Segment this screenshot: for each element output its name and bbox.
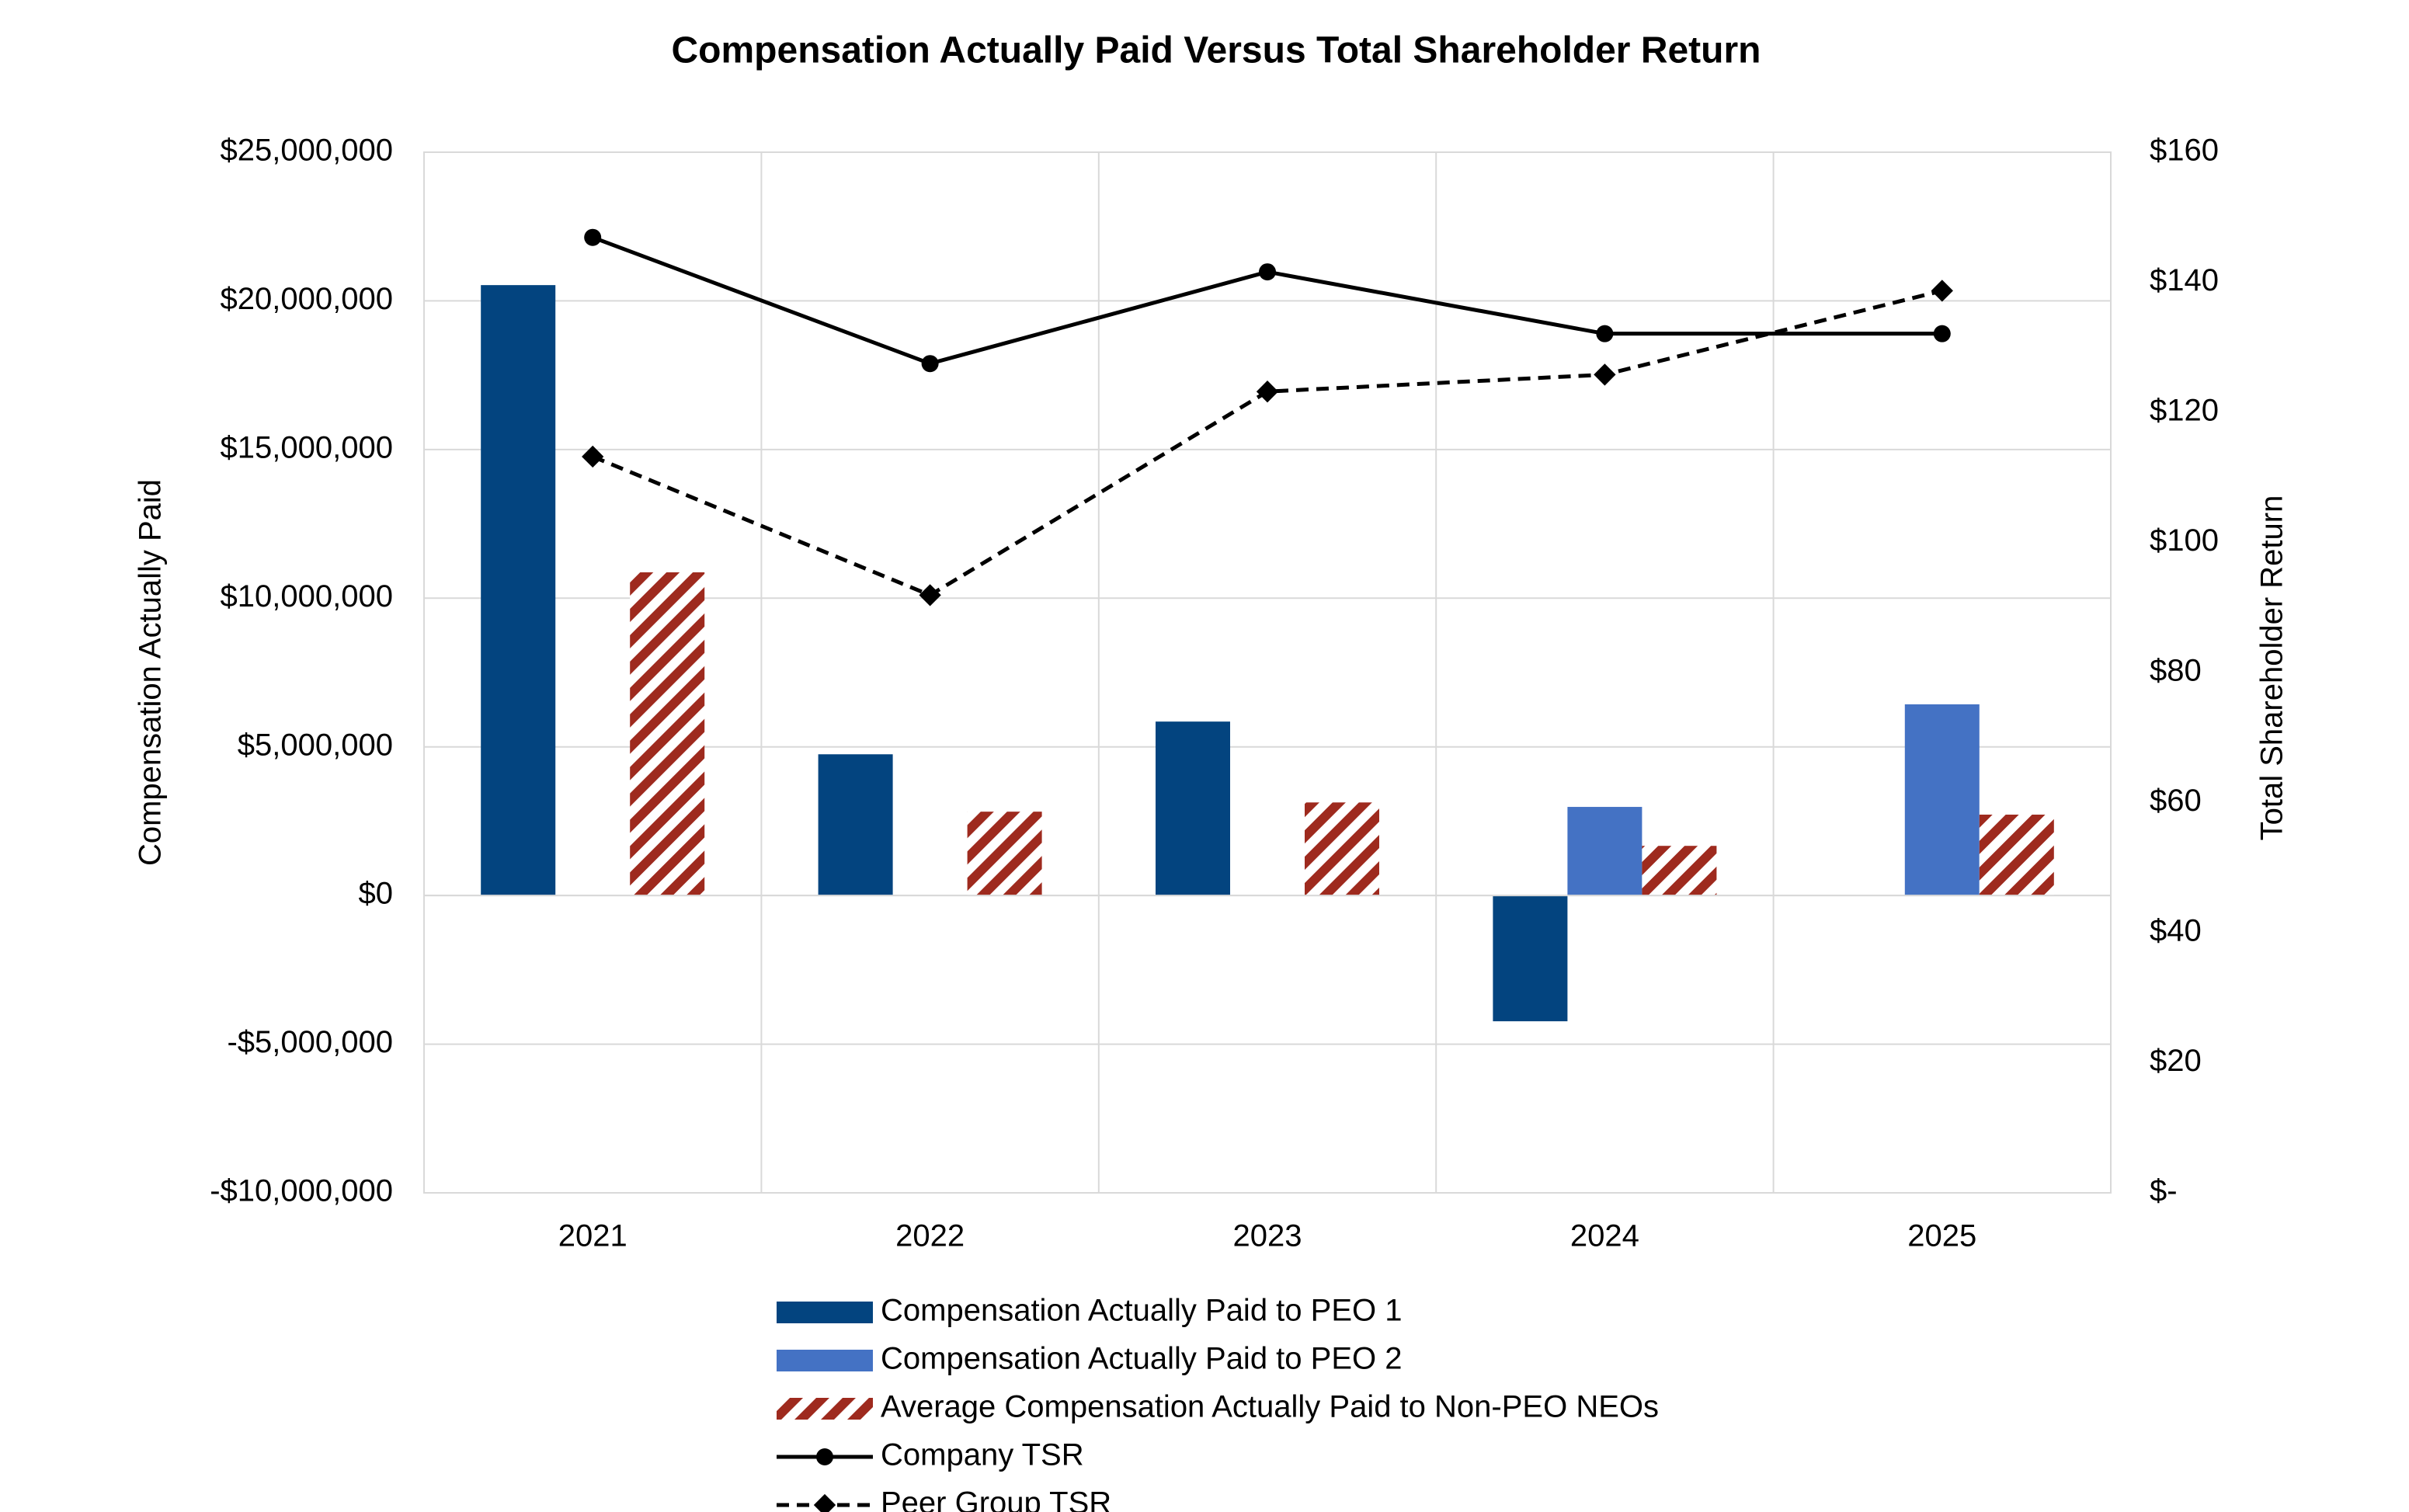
y-tick-label: -$10,000,000 [210, 1174, 393, 1208]
y-tick-label: $10,000,000 [221, 579, 393, 613]
bar [1979, 815, 2054, 896]
y2-tick-label: $40 [2150, 914, 2202, 948]
x-tick-label: 2024 [1570, 1219, 1639, 1253]
marker [1594, 363, 1616, 386]
x-tick-label: 2025 [1907, 1219, 1976, 1253]
legend-label: Peer Group TSR [881, 1486, 1111, 1512]
chart-title: Compensation Actually Paid Versus Total … [672, 30, 1761, 71]
marker [1931, 280, 1953, 302]
x-tick-label: 2022 [895, 1219, 965, 1253]
legend-label: Compensation Actually Paid to PEO 2 [881, 1342, 1402, 1376]
legend-swatch [777, 1302, 873, 1323]
marker [1259, 263, 1276, 281]
y2-tick-label: $140 [2150, 263, 2219, 297]
bar [967, 812, 1042, 896]
y2-tick-label: $160 [2150, 134, 2219, 168]
y2-axis-title: Total Shareholder Return [2255, 495, 2289, 841]
legend-swatch [777, 1350, 873, 1371]
y-tick-label: $15,000,000 [221, 430, 393, 464]
bar [1567, 807, 1642, 896]
y-tick-label: $0 [359, 877, 394, 911]
bar [1904, 704, 1980, 896]
marker [1933, 325, 1951, 342]
y2-tick-label: $20 [2150, 1044, 2202, 1078]
bar [630, 572, 705, 896]
bar [1642, 846, 1717, 896]
marker [919, 584, 941, 607]
y-tick-label: $25,000,000 [221, 134, 393, 168]
legend-label: Compensation Actually Paid to PEO 1 [881, 1294, 1402, 1328]
marker [921, 355, 939, 373]
legend-label: Company TSR [881, 1438, 1084, 1472]
marker [584, 228, 602, 246]
y2-tick-label: $120 [2150, 394, 2219, 428]
y-axis-title: Compensation Actually Paid [134, 479, 168, 866]
x-tick-label: 2023 [1233, 1219, 1302, 1253]
plot-frame [423, 151, 2112, 1194]
y2-tick-label: $100 [2150, 523, 2219, 558]
y2-tick-label: $- [2150, 1174, 2178, 1208]
marker [1596, 325, 1614, 342]
bar [818, 754, 893, 896]
bar [481, 285, 556, 896]
y2-tick-label: $60 [2150, 784, 2202, 818]
legend-marker [813, 1493, 836, 1512]
y-tick-label: $20,000,000 [221, 282, 393, 316]
legend-marker [816, 1448, 833, 1465]
y-tick-label: $5,000,000 [238, 728, 393, 762]
marker [1256, 381, 1279, 403]
legend-swatch [777, 1398, 873, 1420]
legend-label: Average Compensation Actually Paid to No… [881, 1390, 1659, 1424]
marker [582, 445, 604, 468]
bar [1493, 895, 1568, 1022]
line [592, 288, 1943, 598]
y2-tick-label: $80 [2150, 654, 2202, 688]
bar [1305, 802, 1379, 896]
x-tick-label: 2021 [558, 1219, 627, 1253]
bar [1156, 721, 1230, 896]
y-tick-label: -$5,000,000 [227, 1025, 393, 1059]
